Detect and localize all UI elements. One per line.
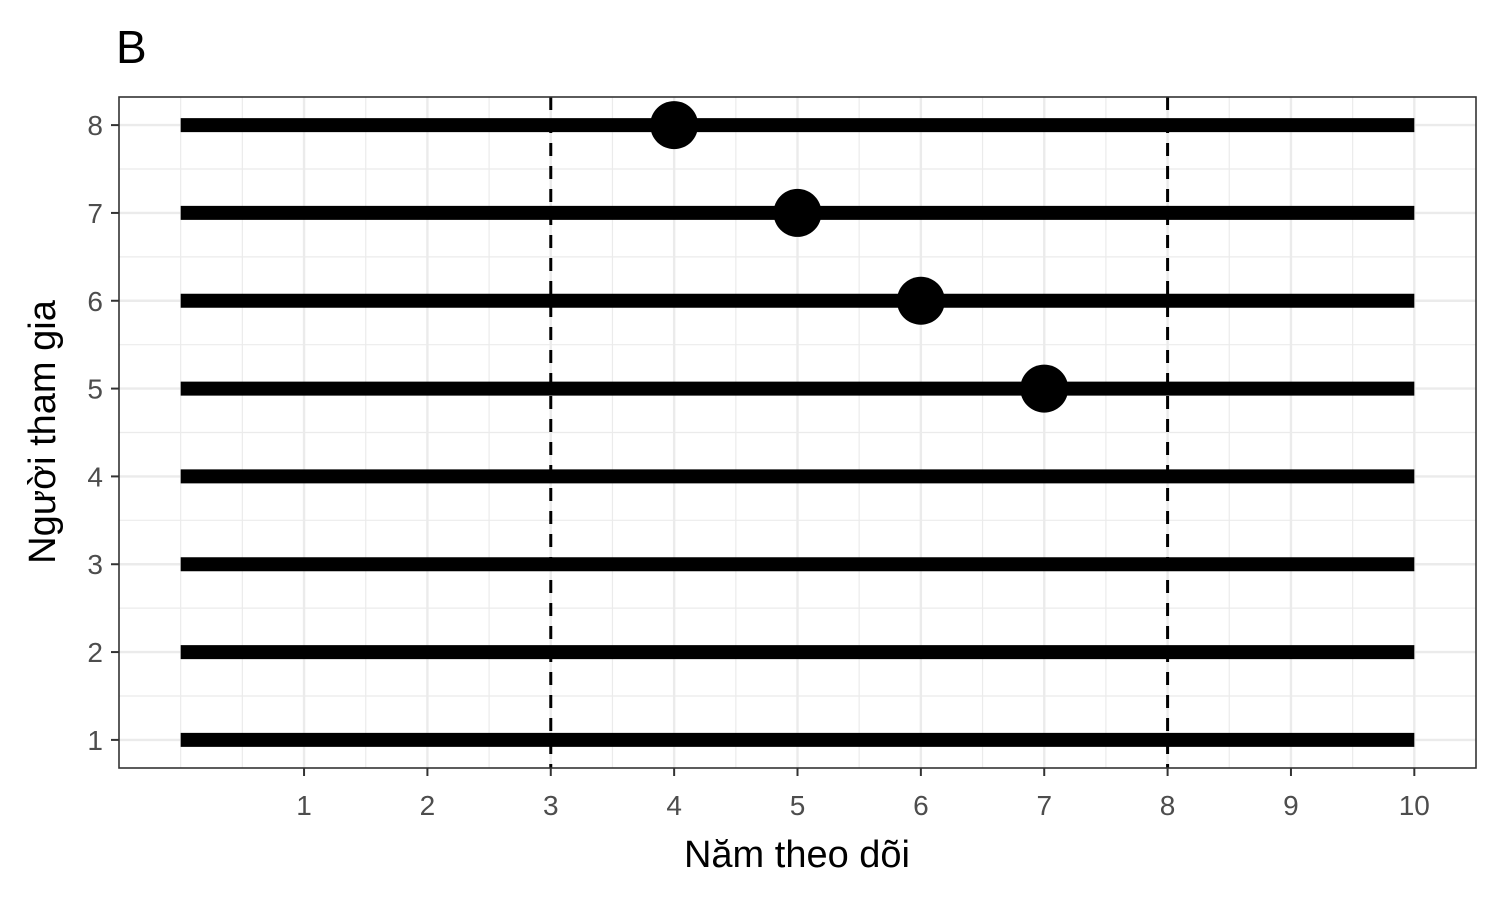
- x-tick-label: 8: [1160, 790, 1176, 821]
- event-point: [650, 101, 699, 150]
- y-axis-ticks: 1 2 3 4 5 6 7 8: [87, 110, 119, 756]
- x-tick-label: 10: [1399, 790, 1430, 821]
- event-point: [896, 276, 945, 325]
- x-tick-label: 2: [420, 790, 436, 821]
- x-tick-label: 7: [1036, 790, 1052, 821]
- event-point: [1020, 364, 1069, 413]
- y-tick-label: 7: [87, 198, 103, 229]
- x-axis-ticks: 1 2 3 4 5 6 7 8 9 10: [296, 768, 1430, 821]
- event-points: [650, 101, 1069, 413]
- x-tick-label: 5: [790, 790, 806, 821]
- y-tick-label: 3: [87, 549, 103, 580]
- x-axis-title: Năm theo dõi: [684, 834, 910, 876]
- panel-label: B: [116, 21, 147, 73]
- x-tick-label: 3: [543, 790, 559, 821]
- participant-segments: [180, 118, 1415, 747]
- y-tick-label: 1: [87, 725, 103, 756]
- x-tick-label: 4: [666, 790, 682, 821]
- x-tick-label: 6: [913, 790, 929, 821]
- x-tick-label: 9: [1283, 790, 1299, 821]
- y-tick-label: 8: [87, 110, 103, 141]
- y-tick-label: 4: [87, 461, 103, 492]
- y-tick-label: 2: [87, 637, 103, 668]
- x-tick-label: 1: [296, 790, 312, 821]
- event-point: [773, 188, 822, 237]
- y-tick-label: 6: [87, 286, 103, 317]
- y-axis-title: Người tham gia: [22, 299, 64, 564]
- y-tick-label: 5: [87, 374, 103, 405]
